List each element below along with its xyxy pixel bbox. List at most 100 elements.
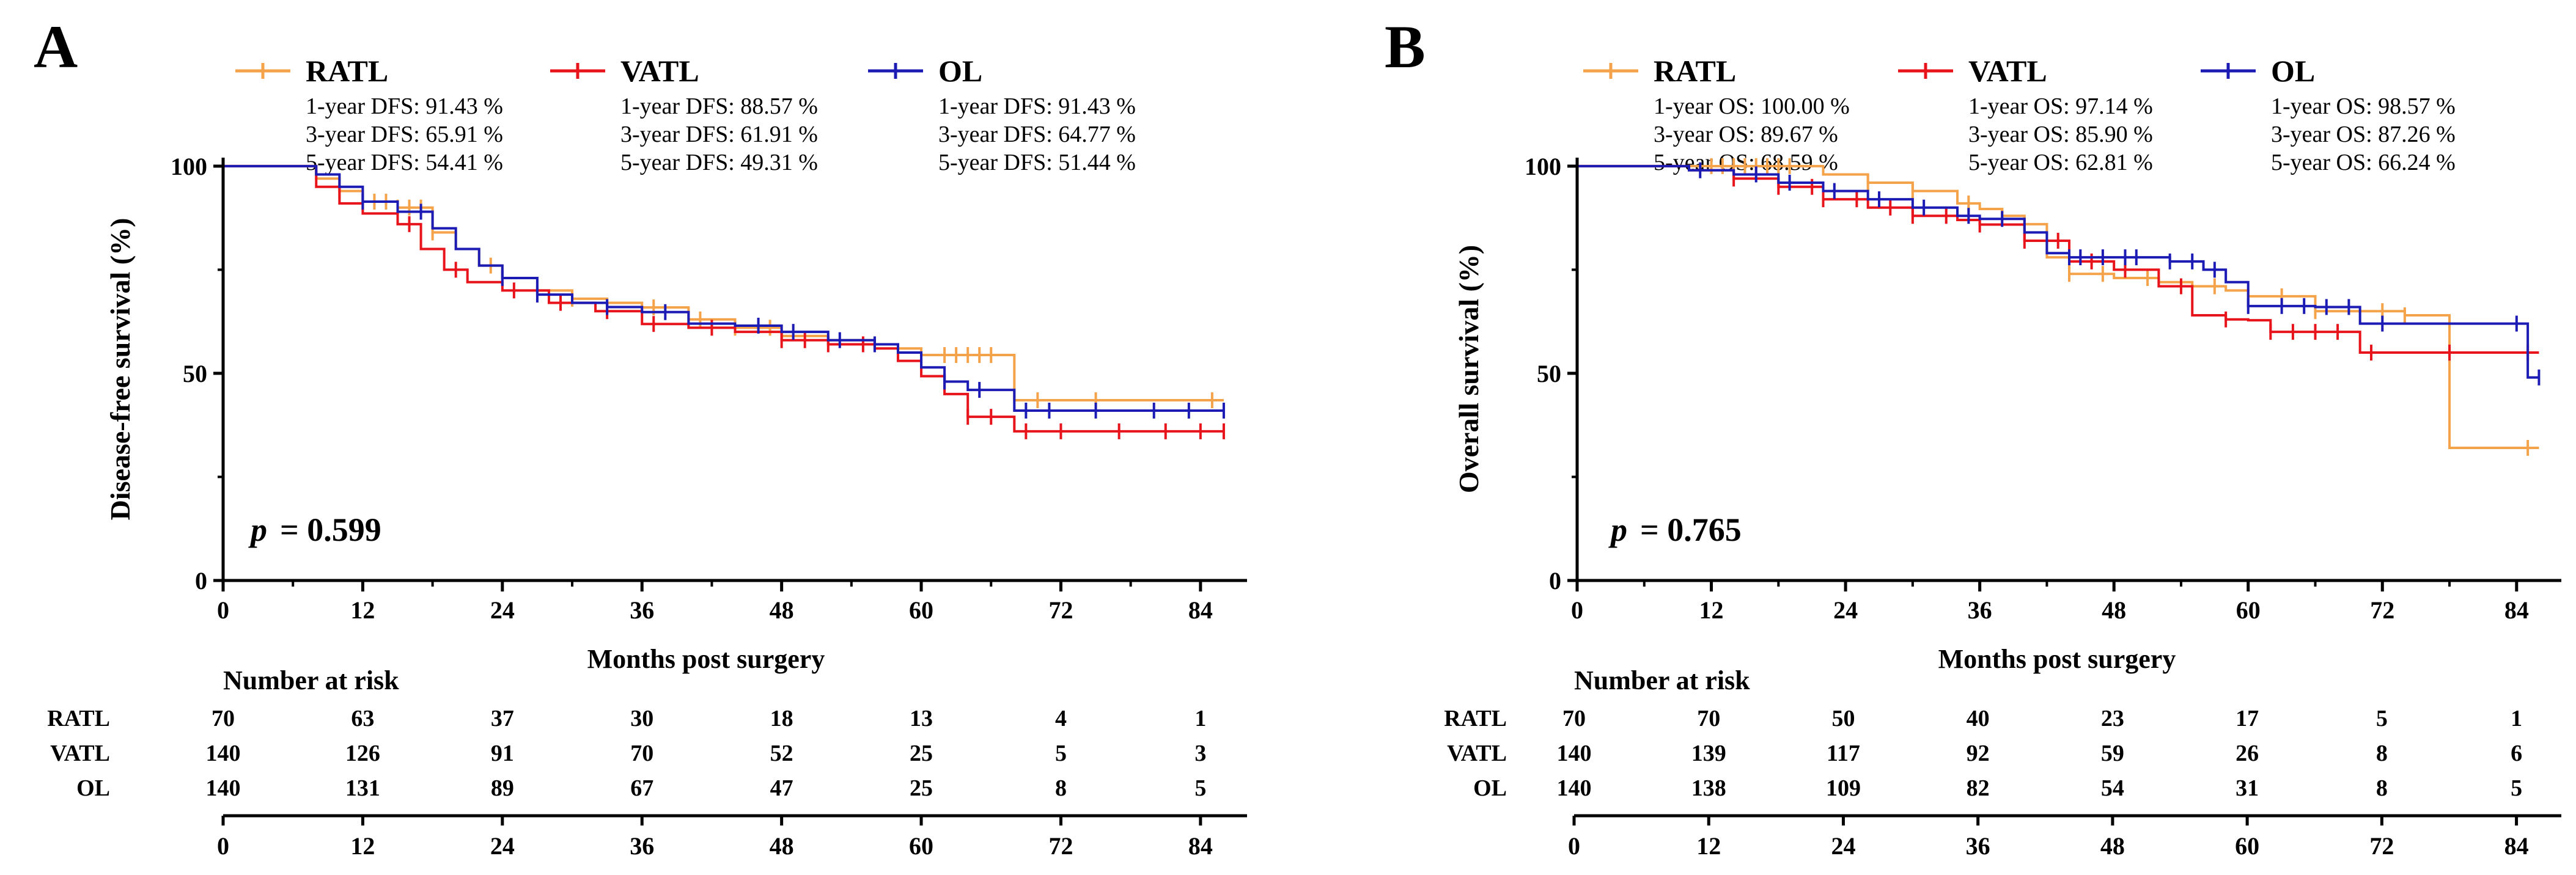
risk-value-ratl: 23 bbox=[2101, 706, 2124, 731]
risk-value-ratl: 70 bbox=[1562, 706, 1586, 731]
risk-row-label-ratl: RATL bbox=[47, 706, 110, 731]
risk-value-vatl: 70 bbox=[630, 741, 653, 766]
p-value: p = 0.599 bbox=[248, 511, 381, 548]
risk-value-ratl: 4 bbox=[1055, 706, 1067, 731]
legend-stat: 3-year OS: 87.26 % bbox=[2271, 122, 2456, 147]
legend-stat: 1-year OS: 98.57 % bbox=[2271, 93, 2456, 119]
risk-value-ratl: 40 bbox=[1967, 706, 1990, 731]
axes bbox=[221, 158, 1247, 582]
legend-name-ol: OL bbox=[2271, 54, 2315, 88]
legend-stat: 5-year OS: 66.24 % bbox=[2271, 150, 2456, 175]
x-tick-label: 48 bbox=[2102, 596, 2126, 624]
risk-row-label-ol: OL bbox=[1473, 775, 1507, 801]
km-curve-ol bbox=[223, 164, 1224, 412]
panel-letter: A bbox=[34, 13, 78, 81]
risk-x-tick-label: 24 bbox=[1831, 832, 1855, 860]
plot-area: 0 50 100 0 12 24 36 48 60 72 84 Overall survival … bbox=[1453, 153, 2561, 674]
x-tick-label: 0 bbox=[1571, 596, 1583, 624]
y-axis-ticks: 0 50 100 bbox=[1525, 153, 1577, 595]
legend-entry-ratl: RATL 1-year OS: 100.00 % 3-year OS: 89.6… bbox=[1583, 54, 1850, 175]
risk-value-ratl: 5 bbox=[2376, 706, 2388, 731]
panel-letter: B bbox=[1385, 13, 1426, 81]
legend-entry-vatl: VATL 1-year DFS: 88.57 % 3-year DFS: 61.… bbox=[550, 54, 818, 175]
risk-row-label-ratl: RATL bbox=[1444, 706, 1507, 731]
risk-value-vatl: 6 bbox=[2511, 741, 2522, 766]
x-tick-label: 24 bbox=[1833, 596, 1858, 624]
x-tick-label: 48 bbox=[770, 596, 794, 624]
legend-entry-ratl: RATL 1-year DFS: 91.43 % 3-year DFS: 65.… bbox=[235, 54, 503, 175]
risk-value-ol: 8 bbox=[1055, 775, 1067, 801]
risk-value-vatl: 117 bbox=[1827, 741, 1860, 766]
risk-value-ol: 138 bbox=[1691, 775, 1726, 801]
risk-value-ol: 31 bbox=[2236, 775, 2259, 801]
risk-value-ratl: 1 bbox=[2511, 706, 2522, 731]
risk-value-vatl: 91 bbox=[491, 741, 514, 766]
risk-axis-ticks: 0 12 24 36 48 60 72 84 bbox=[1568, 816, 2529, 860]
legend-stat: 3-year DFS: 61.91 % bbox=[620, 122, 818, 147]
risk-value-vatl: 139 bbox=[1691, 741, 1726, 766]
risk-value-ratl: 18 bbox=[770, 706, 793, 731]
legend-stat: 1-year DFS: 91.43 % bbox=[938, 93, 1136, 119]
risk-value-ratl: 17 bbox=[2236, 706, 2259, 731]
y-tick-label: 100 bbox=[171, 153, 207, 180]
risk-value-ol: 82 bbox=[1967, 775, 1990, 801]
legend-stat: 1-year OS: 97.14 % bbox=[1968, 93, 2153, 119]
risk-value-ol: 140 bbox=[1557, 775, 1592, 801]
risk-row-label-vatl: VATL bbox=[1447, 741, 1507, 766]
risk-value-vatl: 59 bbox=[2101, 741, 2124, 766]
risk-row-label-vatl: VATL bbox=[50, 741, 110, 766]
panel-a: A RATL 1-year DFS: 91.43 % 3-year DFS: 6… bbox=[34, 13, 1247, 860]
risk-axis-ticks: 0 12 24 36 48 60 72 84 bbox=[217, 816, 1213, 860]
legend-stat: 5-year DFS: 54.41 % bbox=[306, 150, 503, 175]
risk-x-tick-label: 84 bbox=[1188, 832, 1213, 860]
panel-b: B RATL 1-year OS: 100.00 % 3-year OS: 89… bbox=[1385, 13, 2561, 860]
x-tick-label: 84 bbox=[1188, 596, 1213, 624]
x-tick-label: 72 bbox=[1048, 596, 1073, 624]
p-value: p = 0.765 bbox=[1608, 511, 1742, 548]
risk-values: 70 70 50 40 23 17 5 1 140 139 117 92 59 26 8 6 140 138 109… bbox=[1557, 706, 2523, 801]
y-tick-label: 100 bbox=[1525, 153, 1561, 180]
risk-value-ratl: 1 bbox=[1194, 706, 1206, 731]
y-tick-label: 50 bbox=[1537, 360, 1561, 387]
risk-x-tick-label: 24 bbox=[490, 832, 515, 860]
p-value-text: = 0.599 bbox=[280, 511, 381, 548]
x-tick-label: 60 bbox=[2236, 596, 2261, 624]
legend-name-ratl: RATL bbox=[306, 54, 388, 88]
risk-value-vatl: 8 bbox=[2376, 741, 2388, 766]
risk-value-vatl: 5 bbox=[1055, 741, 1067, 766]
risk-table-title: Number at risk bbox=[1574, 665, 1750, 695]
risk-x-tick-label: 12 bbox=[350, 832, 375, 860]
x-tick-label: 0 bbox=[217, 596, 229, 624]
risk-x-tick-label: 36 bbox=[1966, 832, 1990, 860]
risk-table-title: Number at risk bbox=[223, 665, 399, 695]
risk-value-vatl: 25 bbox=[910, 741, 933, 766]
risk-value-ol: 67 bbox=[630, 775, 653, 801]
risk-x-tick-label: 36 bbox=[630, 832, 654, 860]
risk-value-ol: 47 bbox=[770, 775, 793, 801]
legend-name-ol: OL bbox=[938, 54, 982, 88]
legend-stat: 1-year OS: 100.00 % bbox=[1654, 93, 1850, 119]
risk-x-tick-label: 48 bbox=[770, 832, 794, 860]
risk-row-label-ol: OL bbox=[76, 775, 110, 801]
risk-value-vatl: 140 bbox=[206, 741, 241, 766]
risk-x-tick-label: 60 bbox=[2235, 832, 2259, 860]
risk-value-vatl: 52 bbox=[770, 741, 793, 766]
risk-x-tick-label: 72 bbox=[1048, 832, 1073, 860]
risk-value-ratl: 50 bbox=[1831, 706, 1855, 731]
risk-value-vatl: 3 bbox=[1194, 741, 1206, 766]
x-tick-label: 36 bbox=[630, 596, 654, 624]
x-tick-label: 36 bbox=[1968, 596, 1992, 624]
risk-x-tick-label: 0 bbox=[1568, 832, 1580, 860]
y-axis-ticks: 0 50 100 bbox=[171, 153, 223, 595]
risk-x-tick-label: 12 bbox=[1696, 832, 1721, 860]
risk-value-ol: 5 bbox=[1194, 775, 1206, 801]
km-curve-ol bbox=[1577, 164, 2539, 379]
legend-stat: 5-year DFS: 49.31 % bbox=[620, 150, 818, 175]
risk-value-ol: 131 bbox=[345, 775, 380, 801]
risk-value-ratl: 30 bbox=[630, 706, 653, 731]
risk-x-tick-label: 72 bbox=[2369, 832, 2394, 860]
legend-stat: 1-year DFS: 88.57 % bbox=[620, 93, 818, 119]
x-axis-ticks: 0 12 24 36 48 60 72 84 bbox=[1571, 580, 2529, 624]
legend-name-vatl: VATL bbox=[620, 54, 699, 88]
